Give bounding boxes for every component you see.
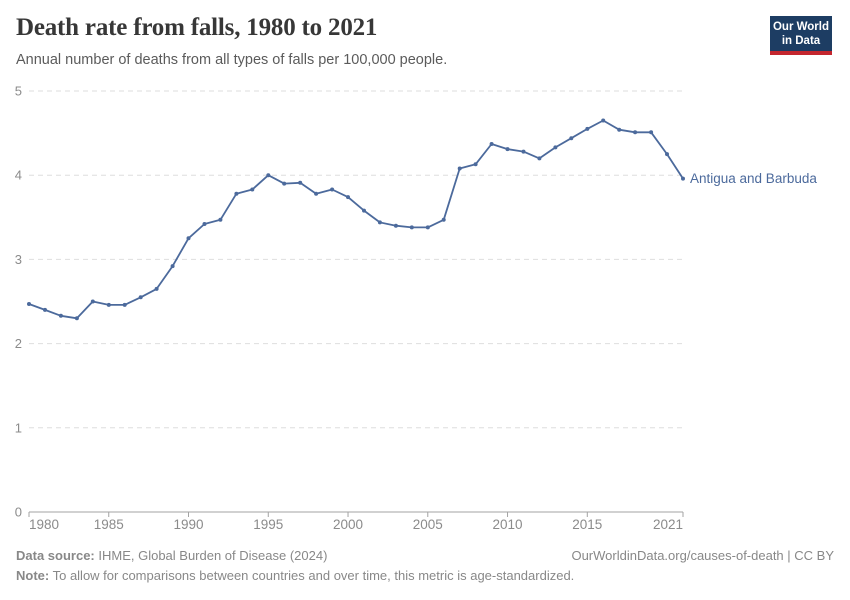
data-point (138, 295, 143, 300)
data-point (234, 191, 239, 196)
entity-label[interactable]: Antigua and Barbuda (690, 171, 817, 186)
note-text: To allow for comparisons between countri… (49, 568, 575, 583)
data-point (282, 181, 287, 186)
x-tick-label: 1990 (173, 517, 203, 532)
data-point (665, 152, 669, 157)
y-tick-label: 4 (15, 168, 22, 183)
data-point (314, 191, 319, 196)
data-point (377, 220, 382, 225)
data-point (505, 147, 510, 152)
data-source-label: Data source: (16, 548, 95, 563)
data-point (122, 302, 127, 307)
data-point (90, 299, 95, 304)
note-label: Note: (16, 568, 50, 583)
data-point (489, 142, 494, 146)
data-point (218, 217, 223, 222)
data-point (569, 136, 574, 141)
data-point (553, 145, 558, 150)
y-tick-label: 0 (15, 505, 22, 520)
data-point (330, 187, 335, 192)
data-point (202, 222, 207, 226)
data-point (393, 223, 398, 228)
data-point (43, 307, 47, 312)
data-point (27, 302, 31, 306)
data-source-text: IHME, Global Burden of Disease (2024) (94, 548, 328, 563)
x-tick-label: 2005 (413, 517, 443, 532)
y-tick-label: 5 (15, 84, 22, 99)
data-point (298, 180, 303, 185)
owid-logo-line2: in Data (781, 35, 821, 48)
data-point (601, 118, 606, 123)
citation-link[interactable]: OurWorldinData.org/causes-of-death | CC … (571, 548, 834, 563)
data-point (106, 302, 111, 307)
data-point (649, 130, 654, 135)
data-source-line: OurWorldinData.org/causes-of-death | CC … (16, 548, 834, 563)
y-tick-label: 3 (15, 252, 22, 267)
data-point (170, 264, 175, 269)
owid-logo[interactable]: Our World in Data (770, 16, 832, 56)
data-point (441, 217, 446, 222)
data-point (473, 162, 478, 167)
note-line: Note: To allow for comparisons between c… (16, 568, 834, 583)
data-series-line (28, 119, 684, 320)
data-point (266, 173, 271, 178)
data-point (457, 166, 462, 171)
data-point (74, 316, 79, 321)
data-point (681, 176, 685, 181)
data-point (186, 236, 191, 241)
chart-title: Death rate from falls, 1980 to 2021 (16, 14, 378, 41)
chart-subtitle: Annual number of deaths from all types o… (16, 52, 448, 68)
data-point (362, 208, 366, 213)
y-tick-label: 1 (15, 420, 22, 435)
owid-logo-line1: Our World (772, 21, 829, 33)
y-tick-label: 2 (15, 336, 22, 351)
data-point (58, 313, 63, 318)
data-point (346, 195, 350, 200)
data-point (409, 225, 414, 230)
x-tick-label: 2000 (333, 517, 363, 532)
x-tick-label: 2010 (493, 517, 523, 532)
data-point (250, 187, 255, 192)
data-point (537, 156, 542, 161)
data-point (585, 126, 590, 131)
x-tick-label: 1995 (253, 517, 283, 532)
data-point (425, 225, 430, 230)
x-tick-label: 1980 (29, 517, 59, 532)
x-tick-label: 1985 (94, 517, 124, 532)
x-tick-label: 2021 (653, 517, 683, 532)
data-point (521, 149, 526, 154)
data-point (633, 130, 638, 135)
data-point (617, 127, 622, 132)
data-point (154, 286, 159, 291)
x-tick-label: 2015 (572, 517, 602, 532)
